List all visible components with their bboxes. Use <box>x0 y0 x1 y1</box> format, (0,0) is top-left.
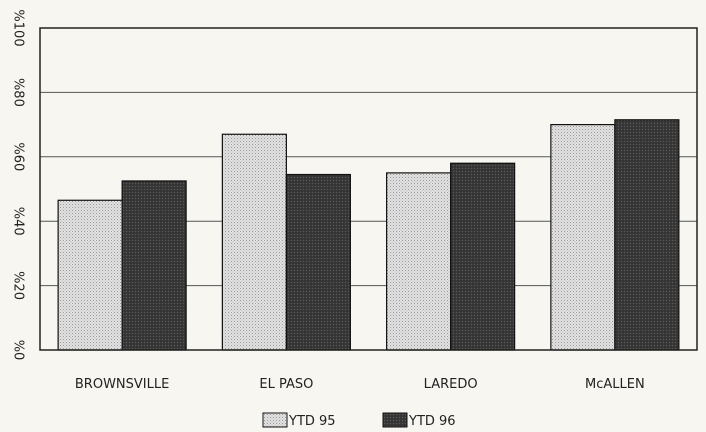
x-category-label: LAREDO <box>424 377 478 392</box>
legend-label: YTD 95 <box>288 414 336 429</box>
bar-ytd96 <box>614 119 680 351</box>
legend: YTD 95 YTD 96 <box>262 412 456 429</box>
x-axis-categories: BROWNSVILLE EL PASO LAREDO McALLEN <box>75 377 645 392</box>
legend-label: YTD 96 <box>408 414 456 429</box>
y-tick-label: %40 <box>11 207 26 236</box>
y-tick-label: %80 <box>11 78 26 107</box>
bar-ytd95 <box>221 133 287 351</box>
bar-ytd95 <box>386 172 452 351</box>
y-tick-label: %0 <box>11 340 26 361</box>
bar-ytd95 <box>57 199 123 351</box>
x-category-label: McALLEN <box>585 377 645 392</box>
x-category-label: BROWNSVILLE <box>75 377 169 392</box>
x-category-label: EL PASO <box>259 377 313 392</box>
bar-ytd96 <box>285 173 351 351</box>
legend-swatch <box>262 412 288 428</box>
plot-frame <box>39 27 698 351</box>
bar-ytd96 <box>450 162 516 351</box>
legend-swatch <box>382 412 408 428</box>
y-tick-label: %20 <box>11 271 26 300</box>
y-axis-ticks: %0 %20 %40 %60 %80 %100 <box>11 9 26 360</box>
bar-ytd96 <box>121 180 187 351</box>
y-tick-label: %100 <box>11 9 26 46</box>
bar-ytd95 <box>550 123 616 351</box>
y-tick-label: %60 <box>11 142 26 171</box>
bars <box>57 119 680 351</box>
